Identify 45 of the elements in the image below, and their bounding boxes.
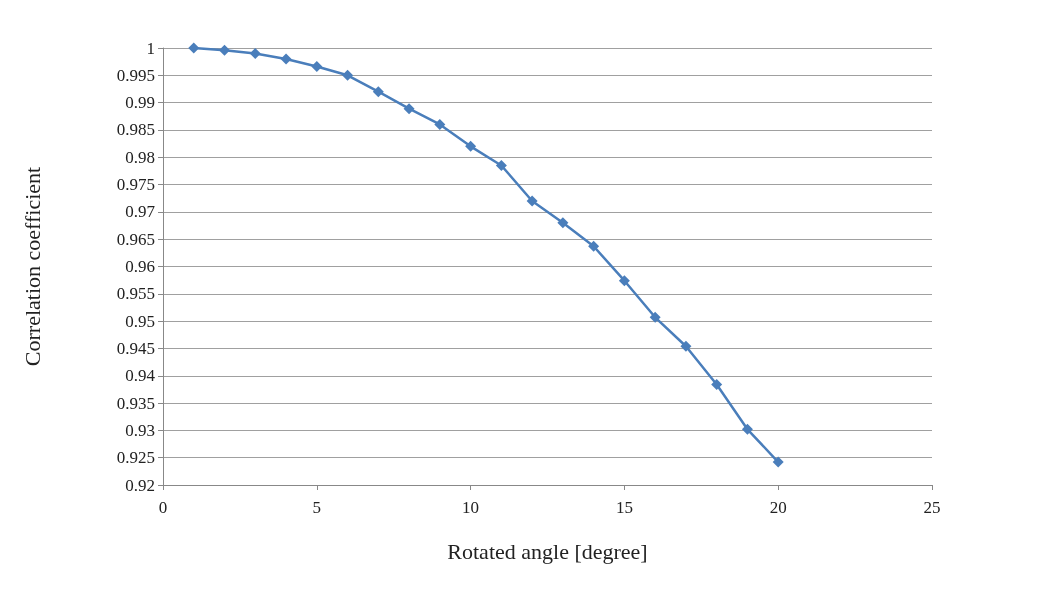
x-axis-title: Rotated angle [degree] xyxy=(447,538,648,564)
y-tick-label: 0.99 xyxy=(125,93,155,113)
y-tick-label: 0.94 xyxy=(125,366,156,386)
y-tick-label: 0.995 xyxy=(116,65,155,85)
y-tick-label: 0.975 xyxy=(116,175,155,195)
x-tick-label: 15 xyxy=(615,498,633,517)
y-tick-label: 0.925 xyxy=(116,448,155,468)
y-tick-label: 0.92 xyxy=(125,475,155,495)
y-tick-label: 0.985 xyxy=(116,120,155,140)
point xyxy=(557,217,569,229)
y-tick-label: 0.945 xyxy=(116,338,155,358)
point xyxy=(741,423,753,435)
x-tick-label: 10 xyxy=(462,498,480,517)
point xyxy=(249,47,261,59)
y-tick-label: 0.935 xyxy=(116,393,155,413)
y-tick-label: 0.93 xyxy=(125,420,155,440)
point xyxy=(434,118,446,130)
y-tick-label: 0.965 xyxy=(116,229,155,249)
y-tick-label: 0.955 xyxy=(116,284,155,304)
point xyxy=(311,61,323,73)
point xyxy=(526,195,538,207)
point xyxy=(711,378,723,390)
y-tick-label: 0.98 xyxy=(125,147,155,167)
y-tick-label: 0.97 xyxy=(125,202,156,222)
point xyxy=(772,456,784,468)
y-axis-title: Correlation coefficient xyxy=(19,166,45,367)
point xyxy=(680,340,692,352)
point xyxy=(188,42,200,54)
x-tick-label: 20 xyxy=(769,498,787,517)
point xyxy=(465,140,477,152)
point xyxy=(280,53,292,65)
point xyxy=(342,69,354,81)
point xyxy=(372,86,384,98)
y-tick-label: 1 xyxy=(146,38,155,58)
point xyxy=(495,159,507,171)
y-tick-label: 0.96 xyxy=(125,257,155,276)
x-tick-label: 25 xyxy=(923,498,941,517)
point xyxy=(219,44,231,56)
point xyxy=(403,103,415,115)
point xyxy=(649,311,661,323)
x-tick-label: 5 xyxy=(312,498,322,517)
x-tick-label: 0 xyxy=(158,498,168,517)
point xyxy=(618,275,630,287)
y-tick-label: 0.95 xyxy=(125,311,155,331)
point xyxy=(588,240,600,252)
